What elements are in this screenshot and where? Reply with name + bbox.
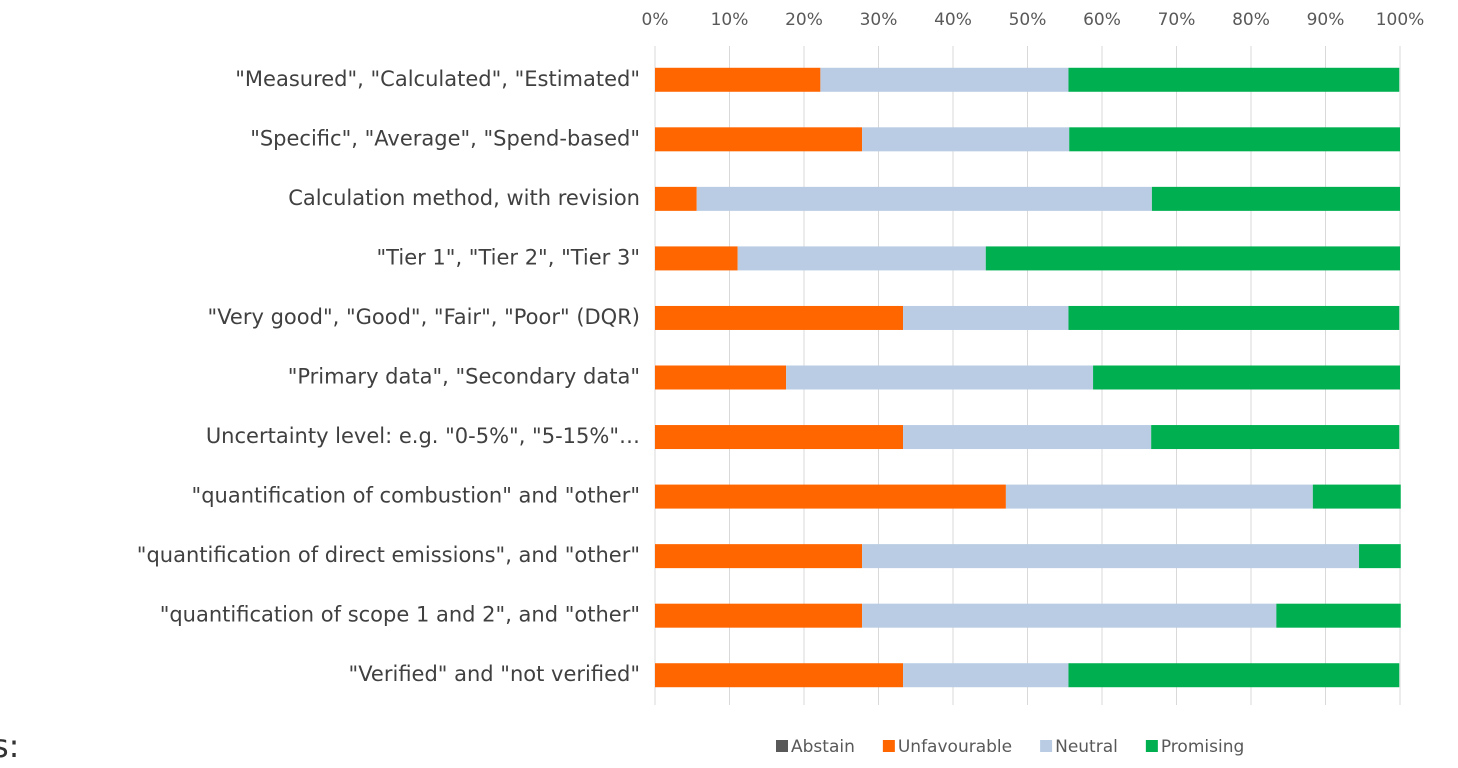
bar-segment <box>655 246 738 271</box>
x-tick-label: 90% <box>1307 10 1345 30</box>
legend-swatch <box>1145 740 1158 752</box>
legend-label: Abstain <box>791 737 855 757</box>
x-tick-label: 20% <box>785 10 823 30</box>
x-tick-label: 0% <box>642 10 669 30</box>
y-tick-label: "Specific", "Average", "Spend-based" <box>250 126 640 150</box>
legend-swatch <box>1040 740 1053 752</box>
y-tick-label: "quantification of direct emissions", an… <box>137 543 640 567</box>
bar-segment <box>655 67 821 92</box>
x-tick-label: 40% <box>934 10 972 30</box>
bar-segment <box>1093 365 1400 390</box>
y-tick-label: "quantification of scope 1 and 2", and "… <box>160 603 640 627</box>
y-tick-label: "Measured", "Calculated", "Estimated" <box>235 67 640 91</box>
bar-segment <box>862 127 1070 152</box>
bar-segment <box>655 544 863 569</box>
legend-label: Neutral <box>1055 737 1118 757</box>
bar-segment <box>655 425 904 450</box>
bar-segment <box>655 127 863 152</box>
bar-segment <box>1151 186 1400 211</box>
y-tick-label: Calculation method, with revision <box>288 186 640 210</box>
annotation: s: <box>0 727 19 765</box>
bar-segment <box>1151 425 1400 450</box>
bar-segment <box>1276 603 1401 628</box>
y-tick-label: Uncertainty level: e.g. "0-5%", "5-15%"… <box>206 424 640 448</box>
y-tick-label: "Very good", "Good", "Fair", "Poor" (DQR… <box>208 305 640 329</box>
x-tick-label: 30% <box>860 10 898 30</box>
bar-segment <box>655 365 787 390</box>
bar-segment <box>903 425 1152 450</box>
bar-segment <box>1068 663 1400 688</box>
x-tick-label: 100% <box>1376 10 1425 30</box>
bar-segment <box>862 603 1277 628</box>
bar-segment <box>985 246 1400 271</box>
x-tick-label: 70% <box>1158 10 1196 30</box>
legend-swatch <box>882 740 895 752</box>
y-tick-label: "Primary data", "Secondary data" <box>288 365 640 389</box>
bar-segment <box>903 305 1069 330</box>
x-tick-label: 10% <box>711 10 749 30</box>
y-tick-label: "Tier 1", "Tier 2", "Tier 3" <box>377 245 640 269</box>
bar-segment <box>903 663 1069 688</box>
bar-segment <box>820 67 1069 92</box>
bar-segment <box>1069 127 1400 152</box>
bar-segment <box>655 305 904 330</box>
y-tick-label: "quantification of combustion" and "othe… <box>192 484 640 508</box>
legend-label: Unfavourable <box>898 737 1012 757</box>
bar-segment <box>1068 305 1400 330</box>
bar-segment <box>1005 484 1313 509</box>
bar-segment <box>1359 544 1401 569</box>
bar-segment <box>655 663 904 688</box>
bar-segment <box>862 544 1360 569</box>
legend-label: Promising <box>1161 737 1244 757</box>
bar-segment <box>1312 484 1401 509</box>
x-tick-label: 50% <box>1009 10 1047 30</box>
bar-segment <box>1068 67 1400 92</box>
bar-segment <box>655 186 697 211</box>
x-tick-label: 60% <box>1083 10 1121 30</box>
bar-segment <box>655 603 863 628</box>
legend-swatch <box>776 740 788 752</box>
bar-segment <box>655 484 1006 509</box>
bar-segment <box>696 186 1152 211</box>
x-tick-label: 80% <box>1232 10 1270 30</box>
y-tick-label: "Verified" and "not verified" <box>349 662 640 686</box>
bar-segment <box>737 246 986 271</box>
bar-segment <box>786 365 1094 390</box>
